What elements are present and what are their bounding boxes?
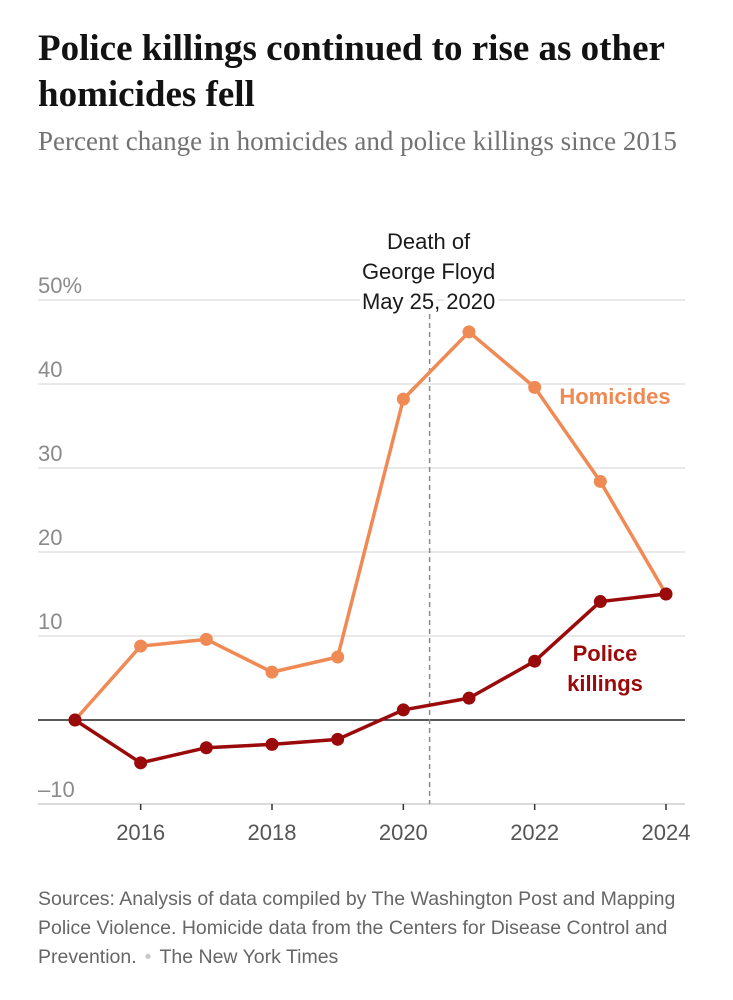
chart-title: Police killings continued to rise as oth… bbox=[38, 28, 665, 115]
data-point bbox=[659, 587, 673, 601]
series-label: killings bbox=[567, 671, 643, 696]
data-point bbox=[462, 691, 476, 705]
x-tick-label: 2020 bbox=[379, 820, 428, 845]
data-point bbox=[134, 756, 148, 770]
series bbox=[68, 325, 673, 770]
series-label: Homicides bbox=[559, 384, 670, 409]
y-tick-label: 20 bbox=[38, 525, 62, 550]
series-line bbox=[74, 592, 667, 765]
annotation-text: George Floyd bbox=[362, 259, 495, 284]
source-credit: The New York Times bbox=[159, 946, 339, 968]
series-label: Police bbox=[573, 641, 638, 666]
data-point bbox=[331, 650, 345, 664]
annotation-text: May 25, 2020 bbox=[362, 289, 495, 314]
data-point bbox=[396, 392, 410, 406]
source-note: Sources: Analysis of data compiled by Th… bbox=[38, 885, 698, 972]
data-point bbox=[528, 380, 542, 394]
data-point bbox=[396, 703, 410, 717]
data-point bbox=[593, 595, 607, 609]
y-tick-label: 50% bbox=[38, 273, 82, 298]
separator-dot-icon: • bbox=[144, 946, 152, 968]
annotation-text: Death of bbox=[387, 229, 471, 254]
x-tick-label: 2022 bbox=[510, 820, 559, 845]
y-tick-label: –10 bbox=[38, 777, 75, 802]
y-tick-label: 40 bbox=[38, 357, 62, 382]
y-tick-label: 30 bbox=[38, 441, 62, 466]
data-point bbox=[528, 654, 542, 668]
chart-subtitle: Percent change in homicides and police k… bbox=[38, 126, 677, 156]
series-line bbox=[73, 330, 668, 722]
data-point bbox=[265, 665, 279, 679]
data-point bbox=[265, 737, 279, 751]
x-tick-label: 2018 bbox=[248, 820, 297, 845]
x-tick-label: 2016 bbox=[116, 820, 165, 845]
data-point bbox=[68, 713, 82, 727]
x-tick-label: 2024 bbox=[642, 820, 691, 845]
annotation: Death of George Floyd May 25, 2020 bbox=[358, 225, 499, 804]
gridlines: –10 10 20 30 40 50% 2016 2018 2020 2022 2024 bbox=[38, 273, 690, 845]
data-point bbox=[199, 741, 213, 755]
data-point bbox=[134, 639, 148, 653]
labels: Homicides Police killings bbox=[559, 384, 670, 696]
y-tick-label: 10 bbox=[38, 609, 62, 634]
data-point bbox=[331, 732, 345, 746]
data-point bbox=[462, 325, 476, 339]
data-point bbox=[593, 474, 607, 488]
line-chart: –10 10 20 30 40 50% 2016 2018 2020 2022 2024 Death… bbox=[38, 225, 690, 845]
data-point bbox=[199, 632, 213, 646]
source-text: Sources: Analysis of data compiled by Th… bbox=[38, 888, 676, 968]
